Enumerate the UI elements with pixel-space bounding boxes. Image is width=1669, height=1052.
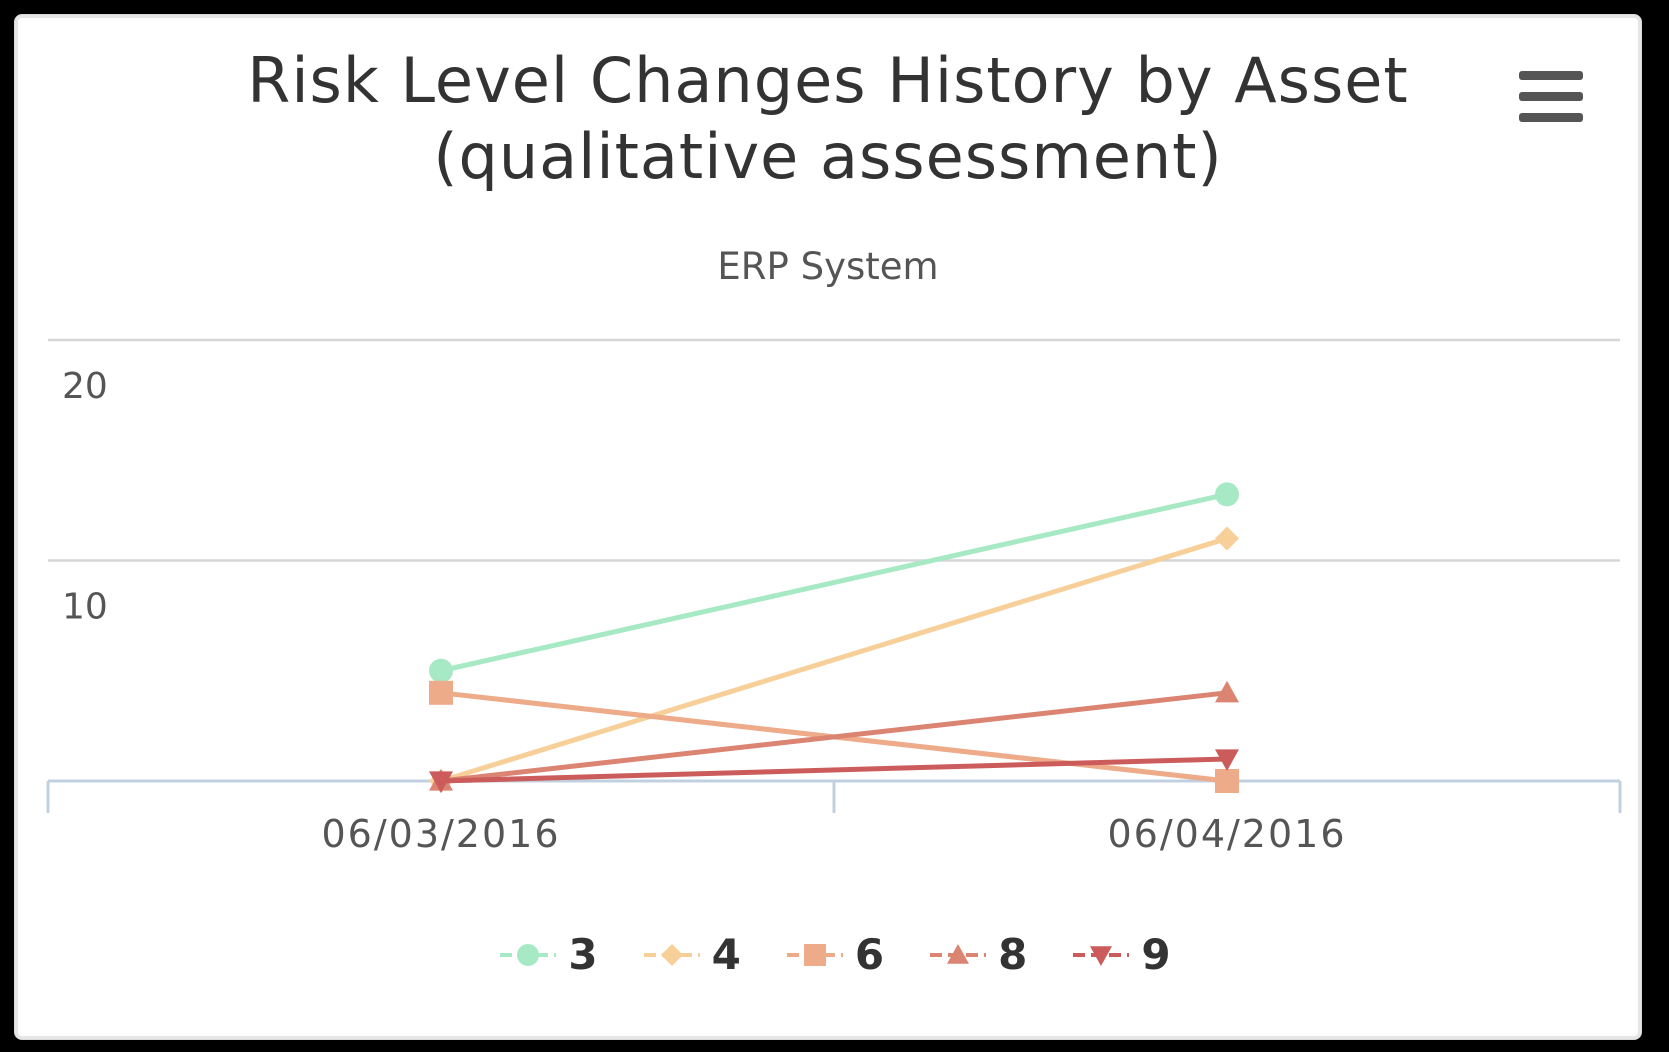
data-point-4-1 [1215,526,1239,551]
x-tick-label: 06/03/2016 [321,812,560,856]
legend-item-6[interactable]: 6 [785,930,884,979]
x-tick-label: 06/04/2016 [1107,812,1346,856]
legend-symbol-icon [930,943,987,964]
legend-symbol-icon [786,943,843,966]
series-line-9 [440,756,1228,784]
chart-card: Risk Level Changes History by Asset (qua… [14,14,1642,1040]
legend-item-9[interactable]: 9 [1071,930,1171,979]
series-line-3 [440,491,1228,674]
chart-legend: 3 4 6 8 9 [0,930,1669,979]
data-point-6-1 [1215,769,1239,793]
chart-title: Risk Level Changes History by Asset (qua… [15,43,1641,195]
hamburger-menu-icon[interactable] [1519,71,1585,123]
data-point-9-0 [429,771,453,793]
data-point-3-0 [429,658,453,683]
legend-label: 3 [568,930,598,979]
legend-label: 9 [1141,930,1171,979]
chart-title-line-1: Risk Level Changes History by Asset [247,44,1409,117]
legend-label: 4 [711,930,741,979]
series-line-8 [440,690,1228,784]
y-tick-label: 10 [62,587,108,628]
data-point-9-1 [1215,749,1239,771]
data-point-3-1 [1215,482,1239,507]
legend-symbol-icon [1073,945,1130,966]
legend-item-3[interactable]: 3 [498,930,598,979]
legend-item-4[interactable]: 4 [642,930,741,979]
legend-label: 6 [854,930,885,979]
legend-symbol-icon [643,943,700,966]
y-tick-label: 20 [62,366,108,407]
series-line-4 [440,536,1228,784]
chart-subtitle: ERP System [717,245,939,288]
legend-symbol-icon [500,943,557,966]
legend-item-8[interactable]: 8 [928,930,1027,979]
data-point-8-1 [1215,680,1239,703]
data-point-6-0 [429,680,453,705]
legend-label: 8 [998,930,1028,979]
chart-title-line-2: (qualitative assessment) [433,120,1223,193]
